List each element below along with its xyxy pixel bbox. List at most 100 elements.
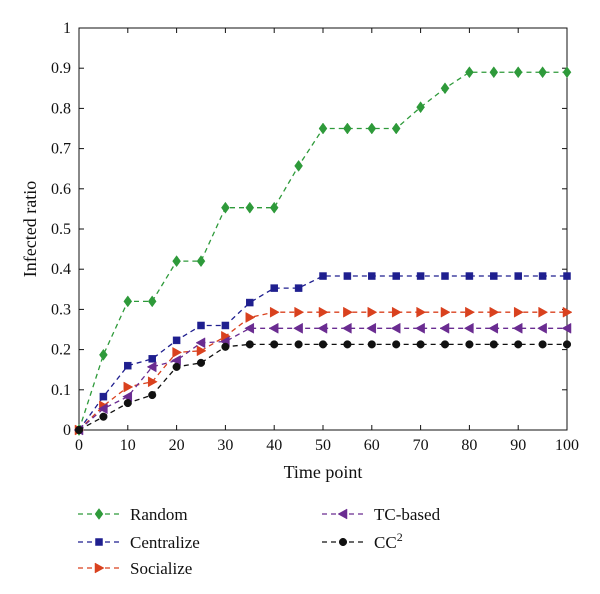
data-point-socialize <box>269 306 280 318</box>
legend-label: Centralize <box>130 533 200 552</box>
legend-label: Random <box>130 505 188 524</box>
legend-marker <box>338 537 348 547</box>
data-point-tc-based <box>415 322 425 334</box>
data-point-random <box>147 295 157 308</box>
data-point-cc <box>294 340 303 349</box>
data-point-random <box>538 66 547 79</box>
legend-marker <box>337 508 348 520</box>
data-point-centralize <box>172 336 181 345</box>
y-tick-label: 1 <box>63 20 71 37</box>
data-point-cc <box>562 340 572 349</box>
data-point-centralize <box>197 321 205 330</box>
data-point-tc-based <box>463 322 474 334</box>
data-point-cc <box>172 362 181 371</box>
data-point-random <box>513 66 523 79</box>
series-layer <box>73 66 573 436</box>
data-point-tc-based <box>195 337 206 349</box>
data-point-random <box>440 82 450 95</box>
legend-marker <box>94 508 104 520</box>
legend-item-centralize: Centralize <box>78 533 200 552</box>
y-tick-label: 0.9 <box>51 60 71 77</box>
data-point-random <box>318 122 328 135</box>
data-point-random <box>221 201 230 214</box>
data-point-centralize <box>343 272 352 280</box>
data-point-tc-based <box>512 322 523 334</box>
data-point-tc-based <box>146 361 157 373</box>
y-tick-label: 0 <box>63 422 71 439</box>
data-point-random <box>269 201 279 214</box>
data-point-tc-based <box>293 322 303 334</box>
data-point-tc-based <box>439 322 450 334</box>
data-point-socialize <box>538 306 549 318</box>
x-tick-label: 70 <box>413 437 429 454</box>
data-point-tc-based <box>390 322 401 334</box>
x-tick-label: 80 <box>461 437 477 454</box>
y-tick-label: 0.3 <box>51 301 71 318</box>
x-tick-label: 0 <box>75 437 83 454</box>
data-point-centralize <box>99 392 108 401</box>
data-point-socialize <box>465 306 475 318</box>
data-point-random <box>416 101 425 114</box>
y-tick-label: 0.1 <box>51 382 71 399</box>
legend: Random Centralize Socialize TC-based CC2 <box>78 505 441 578</box>
data-point-cc <box>465 340 474 349</box>
data-point-random <box>343 122 352 135</box>
data-point-centralize <box>465 272 474 280</box>
data-point-centralize <box>124 361 132 370</box>
series-socialize <box>74 306 573 436</box>
data-point-cc <box>538 340 547 349</box>
x-tick-label: 60 <box>364 437 380 454</box>
series-line-socialize <box>78 311 567 431</box>
data-point-socialize <box>147 376 158 388</box>
series-centralize <box>75 272 571 434</box>
data-point-cc <box>123 399 132 408</box>
data-point-tc-based <box>537 322 547 334</box>
data-point-socialize <box>391 306 402 318</box>
legend-marker <box>95 538 103 546</box>
data-point-cc <box>318 340 328 349</box>
data-point-cc <box>99 412 108 421</box>
data-point-centralize <box>490 272 498 280</box>
x-tick-label: 30 <box>217 437 233 454</box>
data-point-random <box>562 66 572 79</box>
data-point-random <box>294 159 303 172</box>
data-point-centralize <box>270 284 278 292</box>
legend-marker <box>94 562 105 574</box>
y-tick-label: 0.5 <box>51 221 71 238</box>
data-point-socialize <box>343 306 353 318</box>
y-tick-label: 0.8 <box>51 100 71 117</box>
data-point-tc-based <box>366 322 377 334</box>
data-point-cc <box>270 340 279 349</box>
x-tick-label: 40 <box>266 437 282 454</box>
data-point-tc-based <box>97 403 108 415</box>
legend-label: TC-based <box>374 505 441 524</box>
x-axis: 0 10 20 30 40 50 60 70 80 90 100 <box>75 28 579 454</box>
data-point-cc <box>221 342 230 351</box>
legend-item-socialize: Socialize <box>78 559 192 578</box>
data-point-centralize <box>319 272 327 280</box>
data-point-tc-based <box>341 322 352 334</box>
y-tick-label: 0.2 <box>51 342 71 359</box>
legend-item-tc-based: TC-based <box>322 505 441 524</box>
data-point-cc <box>489 340 498 349</box>
legend-label: CC2 <box>374 530 403 552</box>
data-point-tc-based <box>268 322 279 334</box>
data-point-tc-based <box>317 322 328 334</box>
x-axis-title: Time point <box>284 462 363 482</box>
x-tick-label: 20 <box>169 437 185 454</box>
data-point-socialize <box>416 306 427 318</box>
data-point-cc <box>148 390 157 400</box>
y-axis: 0 0.1 0.2 0.3 0.4 0.5 0.6 0.7 0.8 0.9 1 <box>51 20 567 439</box>
y-axis-title: Infected ratio <box>20 181 40 277</box>
data-point-socialize <box>123 381 134 393</box>
data-point-cc <box>367 340 376 349</box>
data-point-cc <box>514 340 523 349</box>
data-point-socialize <box>562 306 573 318</box>
legend-label: Socialize <box>130 559 192 578</box>
legend-item-cc: CC2 <box>322 530 403 552</box>
data-point-random <box>99 348 108 361</box>
data-point-centralize <box>392 272 400 280</box>
data-point-random <box>367 122 377 135</box>
data-point-centralize <box>416 272 425 280</box>
data-point-centralize <box>538 272 547 280</box>
